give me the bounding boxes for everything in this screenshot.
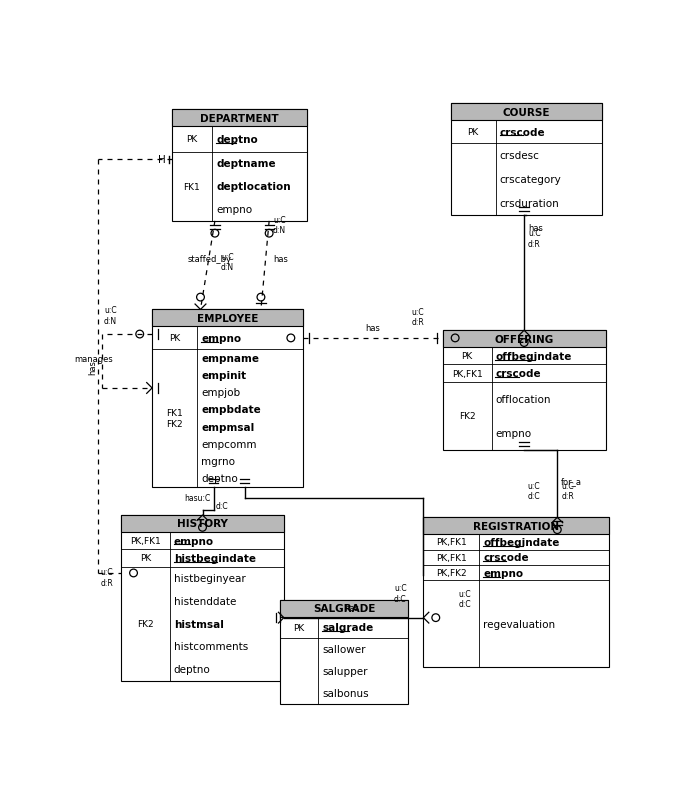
Bar	[121, 516, 284, 533]
Bar	[424, 517, 609, 535]
Text: u:C
d:C: u:C d:C	[394, 584, 406, 603]
Text: empmsal: empmsal	[201, 422, 255, 432]
Text: manages: manages	[75, 354, 113, 363]
Text: u:C
d:N: u:C d:N	[273, 216, 286, 235]
Bar	[172, 110, 307, 221]
Text: offbegindate: offbegindate	[483, 537, 560, 547]
Text: has: has	[273, 255, 288, 264]
Text: hasu:C: hasu:C	[184, 494, 210, 503]
Text: FK1: FK1	[184, 183, 200, 192]
Text: PK,FK1: PK,FK1	[436, 553, 466, 562]
Text: deptno: deptno	[174, 664, 210, 674]
Text: OFFERING: OFFERING	[495, 334, 554, 344]
Text: deptlocation: deptlocation	[216, 182, 290, 192]
Text: u:C
d:C: u:C d:C	[528, 481, 540, 500]
Text: empjob: empjob	[201, 388, 240, 398]
Text: FK2: FK2	[137, 619, 154, 628]
Text: PK: PK	[169, 334, 180, 343]
Text: d:C: d:C	[215, 501, 228, 510]
Text: PK: PK	[293, 623, 305, 632]
Text: for_a: for_a	[561, 477, 582, 486]
Text: PK,FK1: PK,FK1	[130, 537, 161, 545]
Text: u:C
d:N: u:C d:N	[221, 253, 234, 272]
Text: histenddate: histenddate	[174, 596, 236, 606]
Bar	[280, 600, 408, 617]
Text: offlocation: offlocation	[495, 395, 551, 404]
Text: crscode: crscode	[495, 369, 541, 379]
Text: u:C
d:R: u:C d:R	[100, 567, 113, 587]
Text: deptname: deptname	[216, 159, 276, 169]
Text: histbegindate: histbegindate	[174, 553, 256, 563]
Text: empno: empno	[174, 536, 214, 546]
Text: crscode: crscode	[483, 553, 529, 563]
Text: u:C
d:R: u:C d:R	[561, 481, 574, 500]
Text: histbeginyear: histbeginyear	[174, 573, 246, 583]
Bar	[172, 110, 307, 127]
Text: empno: empno	[483, 568, 523, 578]
Text: empno: empno	[216, 205, 252, 215]
Text: DEPARTMENT: DEPARTMENT	[200, 114, 279, 124]
Text: has: has	[528, 224, 543, 233]
Bar	[424, 517, 609, 667]
Bar	[443, 330, 606, 348]
Text: FK2: FK2	[459, 411, 475, 421]
Text: deptno: deptno	[201, 473, 238, 484]
Text: PK,FK1: PK,FK1	[452, 369, 482, 379]
Text: EMPLOYEE: EMPLOYEE	[197, 314, 258, 323]
Text: crscategory: crscategory	[500, 175, 562, 184]
Text: staffed_by: staffed_by	[188, 255, 232, 264]
Text: COURSE: COURSE	[502, 107, 550, 117]
Bar	[280, 600, 408, 704]
Text: salgrade: salgrade	[322, 622, 373, 633]
Text: PK: PK	[186, 136, 197, 144]
Text: PK: PK	[140, 553, 151, 563]
Text: mgrno: mgrno	[201, 456, 235, 466]
Text: empno: empno	[495, 428, 531, 438]
Text: salbonus: salbonus	[322, 688, 369, 698]
Text: PK: PK	[468, 128, 479, 137]
Text: empcomm: empcomm	[201, 439, 257, 449]
Bar	[152, 310, 303, 487]
Text: u:C
d:R: u:C d:R	[412, 307, 424, 326]
Text: salupper: salupper	[322, 666, 368, 676]
Text: HISTORY: HISTORY	[177, 519, 228, 529]
Text: has: has	[365, 324, 380, 333]
Text: sallower: sallower	[322, 644, 366, 654]
Text: empbdate: empbdate	[201, 405, 261, 415]
Text: crsdesc: crsdesc	[500, 151, 540, 161]
Text: PK: PK	[462, 352, 473, 361]
Text: crsduration: crsduration	[500, 199, 560, 209]
Text: REGISTRATION: REGISTRATION	[473, 521, 560, 531]
Text: PK,FK1: PK,FK1	[436, 538, 466, 547]
Bar	[451, 104, 602, 121]
Text: has: has	[88, 359, 97, 375]
Bar	[451, 104, 602, 216]
Text: SALGRADE: SALGRADE	[313, 603, 375, 614]
Text: u:C
d:C: u:C d:C	[458, 589, 471, 609]
Text: empname: empname	[201, 354, 259, 363]
Bar	[121, 516, 284, 681]
Text: has: has	[344, 603, 359, 612]
Text: offbegindate: offbegindate	[495, 351, 572, 362]
Text: crscode: crscode	[500, 128, 545, 137]
Bar	[152, 310, 303, 327]
Text: histmsal: histmsal	[174, 619, 224, 629]
Text: u:C
d:N: u:C d:N	[104, 306, 117, 325]
Text: deptno: deptno	[216, 135, 258, 144]
Text: FK1
FK2: FK1 FK2	[166, 408, 183, 428]
Bar	[443, 330, 606, 450]
Text: PK,FK2: PK,FK2	[436, 569, 466, 577]
Text: histcomments: histcomments	[174, 642, 248, 651]
Text: regevaluation: regevaluation	[483, 619, 555, 630]
Text: empinit: empinit	[201, 371, 246, 381]
Text: H: H	[157, 156, 166, 165]
Text: empno: empno	[201, 334, 242, 343]
Text: u:C
d:R: u:C d:R	[528, 229, 541, 248]
